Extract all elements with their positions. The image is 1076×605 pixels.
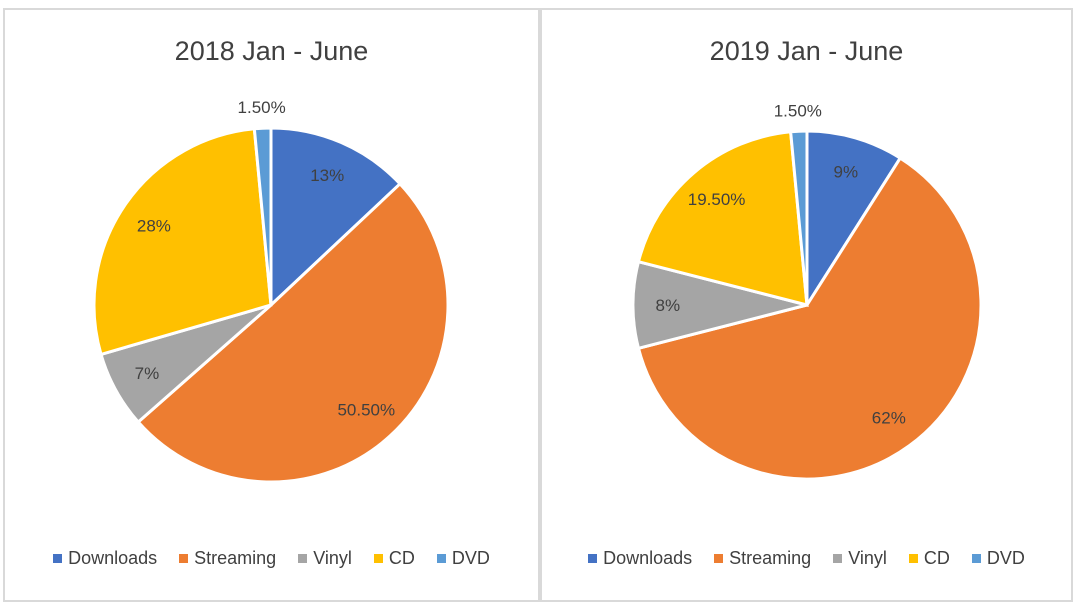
legend-swatch (971, 554, 981, 563)
legend-swatch (179, 554, 189, 563)
legend-item-streaming: Streaming (179, 548, 276, 569)
legend-label: Vinyl (848, 548, 887, 568)
chart-title: 2019 Jan - June (709, 36, 904, 66)
slice-downloads (269, 126, 403, 309)
data-label-dvd: 1.50% (774, 101, 822, 120)
data-label-streaming: 50.50% (337, 401, 395, 420)
chart-panel-2019: 2019 Jan - June 9% 62% 8% 19.50% 1.50% Downl… (540, 8, 1073, 602)
legend-label: CD (923, 548, 950, 568)
slice-streaming (136, 181, 450, 484)
data-label-downloads: 9% (834, 162, 859, 181)
legend-label: Vinyl (313, 548, 352, 568)
slice-dvd (788, 129, 809, 306)
legend-label: CD (388, 548, 415, 568)
legend-item-streaming: Streaming (714, 548, 811, 569)
legend-label: DVD (986, 548, 1025, 568)
legend-label: Streaming (729, 548, 812, 568)
chart-panel-2018: 2018 Jan - June 13% 50.50% 7% 28% 1.50% Down… (3, 8, 540, 602)
slice-downloads (805, 129, 903, 311)
legend-item-cd: CD (908, 548, 950, 569)
data-label-cd: 28% (137, 216, 171, 235)
legend-item-vinyl: Vinyl (298, 548, 352, 569)
legend-swatch (833, 554, 843, 563)
pie-chart: 9% 62% 8% 19.50% 1.50% (631, 101, 983, 481)
legend-swatch (53, 554, 63, 563)
slice-cd (636, 130, 809, 307)
legend-swatch (436, 554, 446, 563)
legend-swatch (373, 554, 383, 563)
data-label-vinyl: 8% (656, 296, 681, 315)
legend-item-cd: CD (373, 548, 415, 569)
legend-swatch (908, 554, 918, 563)
legend-item-dvd: DVD (436, 548, 490, 569)
legend-item-vinyl: Vinyl (833, 548, 887, 569)
data-label-downloads: 13% (310, 166, 344, 185)
data-label-dvd: 1.50% (238, 98, 286, 117)
legend-item-downloads: Downloads (53, 548, 157, 569)
legend-swatch (298, 554, 308, 563)
legend: Downloads Streaming Vinyl CD DVD (5, 548, 538, 569)
chart-title: 2018 Jan - June (174, 36, 369, 66)
legend-label: Streaming (194, 548, 277, 568)
legend-label: DVD (451, 548, 490, 568)
data-label-vinyl: 7% (135, 364, 160, 383)
legend-swatch (714, 554, 724, 563)
legend-item-downloads: Downloads (588, 548, 692, 569)
legend-item-dvd: DVD (971, 548, 1025, 569)
slice-streaming (636, 156, 983, 481)
slice-cd (92, 127, 273, 357)
pie-chart: 13% 50.50% 7% 28% 1.50% (92, 98, 450, 484)
legend-label: Downloads (68, 548, 158, 568)
slice-dvd (252, 126, 273, 306)
legend-label: Downloads (603, 548, 693, 568)
legend-swatch (588, 554, 598, 563)
data-label-cd: 19.50% (688, 190, 746, 209)
data-label-streaming: 62% (872, 409, 906, 428)
legend: Downloads Streaming Vinyl CD DVD (542, 548, 1071, 569)
